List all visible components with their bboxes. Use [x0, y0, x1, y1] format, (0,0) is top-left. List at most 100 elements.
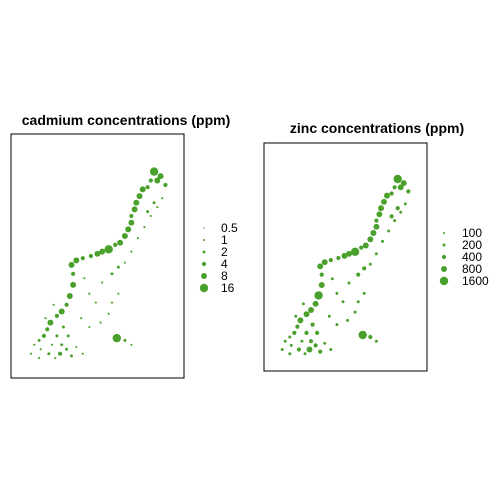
- data-point: [94, 301, 97, 304]
- data-point: [139, 186, 146, 193]
- data-point: [303, 311, 310, 318]
- data-point: [359, 245, 364, 250]
- legend-symbol: [202, 238, 206, 242]
- legend-label: 2: [221, 245, 228, 259]
- data-point: [395, 206, 400, 211]
- data-point: [99, 248, 106, 255]
- legend-label: 1: [221, 233, 228, 247]
- legend-label: 4: [221, 257, 228, 271]
- data-point: [54, 313, 60, 318]
- cadmium-title: cadmium concentrations (ppm): [22, 112, 230, 128]
- data-point: [29, 352, 33, 355]
- data-point: [362, 266, 367, 271]
- data-point: [393, 219, 397, 223]
- data-point: [335, 323, 339, 327]
- data-point: [38, 357, 41, 360]
- data-point: [387, 229, 391, 233]
- data-point: [110, 272, 114, 276]
- data-point: [406, 189, 411, 194]
- legend-label: 200: [462, 238, 482, 252]
- data-point: [163, 182, 168, 188]
- data-point: [346, 318, 349, 322]
- data-point: [381, 198, 387, 205]
- data-point: [33, 343, 36, 346]
- data-point: [80, 317, 83, 320]
- data-point: [117, 292, 120, 295]
- data-point: [321, 259, 328, 266]
- legend-label: 8: [221, 269, 228, 283]
- legend-label: 400: [462, 250, 482, 264]
- data-point: [327, 314, 331, 318]
- data-point: [294, 314, 298, 318]
- data-point: [70, 354, 73, 358]
- data-point: [131, 206, 138, 213]
- data-point: [75, 345, 78, 349]
- data-point: [37, 338, 41, 342]
- data-point: [362, 242, 369, 249]
- data-point: [70, 281, 77, 288]
- data-point: [50, 343, 54, 346]
- data-point: [47, 319, 54, 326]
- data-point: [47, 352, 51, 356]
- data-point: [130, 250, 133, 253]
- data-point: [368, 334, 373, 340]
- data-point: [83, 277, 86, 280]
- data-point: [374, 339, 378, 343]
- data-point: [44, 317, 47, 320]
- data-point: [66, 334, 70, 338]
- data-point: [101, 281, 104, 284]
- data-point: [312, 300, 319, 307]
- legend-symbol: [203, 227, 205, 229]
- data-point: [123, 261, 126, 264]
- data-point: [116, 265, 120, 269]
- data-point: [341, 300, 345, 304]
- data-point: [154, 177, 161, 184]
- legend-symbol: [202, 250, 206, 254]
- legend-label: 1600: [462, 274, 489, 288]
- data-point: [295, 324, 300, 329]
- data-point: [88, 292, 91, 295]
- data-point: [149, 167, 159, 176]
- data-point: [335, 291, 339, 295]
- data-point: [304, 330, 309, 335]
- data-point: [317, 263, 324, 270]
- data-point: [353, 310, 357, 314]
- data-point: [280, 348, 284, 351]
- data-point: [318, 282, 325, 288]
- data-point: [143, 226, 146, 229]
- data-point: [161, 197, 164, 200]
- data-point: [157, 173, 164, 180]
- zinc-plot-frame: [263, 142, 428, 372]
- zinc-points: [280, 174, 411, 356]
- data-point: [130, 343, 133, 346]
- data-point: [39, 348, 42, 351]
- data-point: [117, 239, 124, 246]
- data-point: [283, 339, 287, 343]
- data-point: [328, 258, 333, 263]
- data-point: [319, 272, 324, 277]
- data-point: [314, 291, 323, 300]
- data-point: [378, 205, 384, 212]
- data-point: [123, 338, 127, 342]
- legend-symbol: [441, 254, 447, 260]
- data-point: [403, 202, 407, 206]
- data-point: [55, 334, 59, 338]
- data-point: [350, 247, 360, 256]
- data-point: [367, 236, 374, 243]
- data-point: [107, 312, 110, 315]
- data-point: [336, 255, 341, 261]
- data-point: [399, 210, 403, 214]
- legend-symbol: [442, 243, 446, 247]
- data-point: [392, 185, 397, 190]
- data-point: [373, 223, 380, 230]
- data-point: [145, 185, 150, 190]
- data-point: [136, 237, 139, 240]
- legend-symbol: [441, 266, 447, 272]
- data-point: [65, 347, 69, 351]
- data-point: [136, 193, 143, 200]
- legend-label: 100: [462, 226, 482, 240]
- data-point: [58, 308, 65, 315]
- data-point: [318, 349, 323, 354]
